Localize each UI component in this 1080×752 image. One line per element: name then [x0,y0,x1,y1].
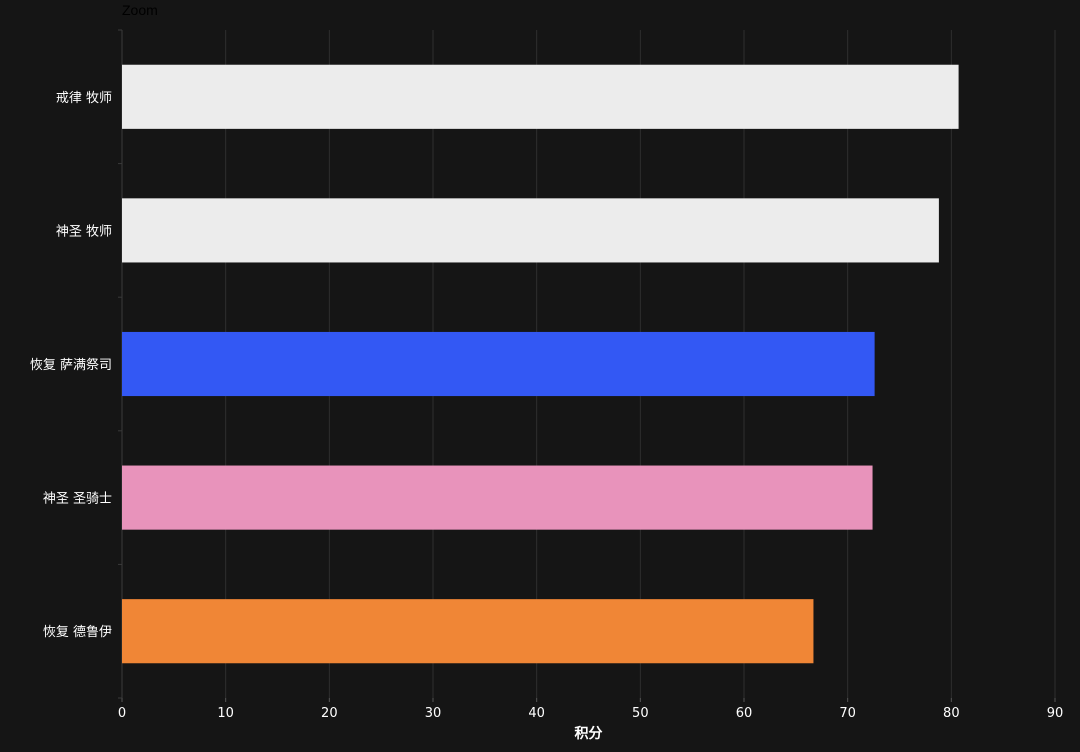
x-tick-labels: 0 10 20 30 40 50 60 70 80 90 [118,706,1063,721]
bar-5[interactable] [122,599,814,664]
x-tick-label: 10 [217,706,234,721]
category-label: 恢复 德鲁伊 [43,625,112,640]
x-tick-label: 50 [632,706,649,721]
bars [122,64,959,664]
bar-4[interactable] [122,465,873,530]
x-tick-label: 90 [1047,706,1064,721]
y-axis [118,29,123,699]
x-tick-label: 0 [118,706,126,721]
x-tick-label: 20 [321,706,338,721]
x-tick-label: 30 [425,706,442,721]
bar-1[interactable] [122,64,959,129]
bar-3[interactable] [122,331,875,397]
category-label: 恢复 萨满祭司 [30,358,112,373]
x-tick-label: 40 [528,706,545,721]
x-tick-label: 60 [736,706,753,721]
category-label: 戒律 牧师 [56,91,112,106]
x-tick-label: 70 [839,706,856,721]
category-label: 神圣 牧师 [56,224,112,239]
zoom-label[interactable]: Zoom [122,2,158,18]
x-axis-title: 积分 [575,725,603,742]
bar-2[interactable] [122,198,939,263]
x-tick-label: 80 [943,706,960,721]
category-label: 神圣 圣骑士 [43,492,112,507]
